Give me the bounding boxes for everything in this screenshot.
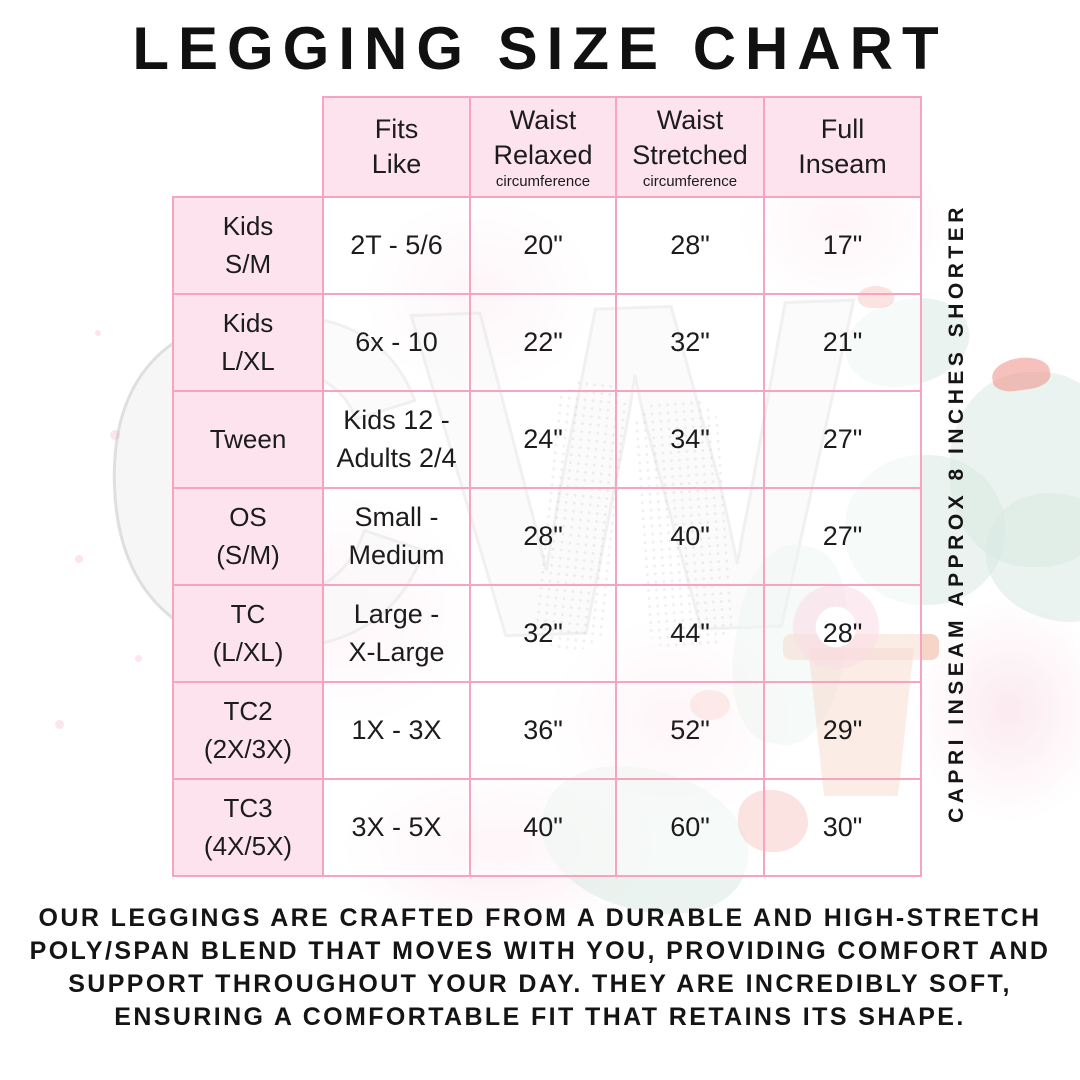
pink-speckle-dot	[95, 330, 101, 336]
pink-speckle-dot	[75, 555, 83, 563]
full-inseam-cell: 27"	[763, 390, 922, 489]
waist-stretched-cell: 28"	[615, 196, 765, 295]
corner-cell	[173, 97, 323, 197]
table-row: Tween Kids 12 - Adults 2/4 24" 34" 27"	[172, 390, 922, 489]
size-cell: OS (S/M)	[172, 487, 324, 586]
waist-relaxed-cell: 20"	[469, 196, 617, 295]
column-header: Waist Stretched circumference	[615, 96, 765, 198]
waist-relaxed-cell: 36"	[469, 681, 617, 780]
size-cell: TC3 (4X/5X)	[172, 778, 324, 877]
size-cell: Tween	[172, 390, 324, 489]
column-header: Full Inseam	[763, 96, 922, 198]
full-inseam-cell: 28"	[763, 584, 922, 683]
fits-like-cell: 6x - 10	[322, 293, 471, 392]
full-inseam-cell: 29"	[763, 681, 922, 780]
waist-relaxed-cell: 28"	[469, 487, 617, 586]
product-description: OUR LEGGINGS ARE CRAFTED FROM A DURABLE …	[29, 904, 1051, 1031]
waist-relaxed-cell: 22"	[469, 293, 617, 392]
full-inseam-cell: 30"	[763, 778, 922, 877]
waist-relaxed-cell: 32"	[469, 584, 617, 683]
waist-relaxed-cell: 24"	[469, 390, 617, 489]
fits-like-cell: 2T - 5/6	[322, 196, 471, 295]
waist-stretched-cell: 44"	[615, 584, 765, 683]
size-cell: TC (L/XL)	[172, 584, 324, 683]
waist-stretched-cell: 60"	[615, 778, 765, 877]
table-row: TC (L/XL) Large - X-Large 32" 44" 28"	[172, 584, 922, 683]
full-inseam-cell: 21"	[763, 293, 922, 392]
column-header: Waist Relaxed circumference	[469, 96, 617, 198]
waist-stretched-cell: 52"	[615, 681, 765, 780]
size-chart-table: Fits Like Waist Relaxed circumference Waist…	[172, 96, 922, 877]
full-inseam-cell: 27"	[763, 487, 922, 586]
fits-like-cell: 3X - 5X	[322, 778, 471, 877]
capri-inseam-note: CAPRI INSEAM APPROX 8 INCHES SHORTER	[945, 203, 968, 823]
size-cell: Kids S/M	[172, 196, 324, 295]
waist-relaxed-cell: 40"	[469, 778, 617, 877]
fits-like-cell: Kids 12 - Adults 2/4	[322, 390, 471, 489]
page-title: LEGGING SIZE CHART	[132, 15, 948, 82]
table-row: OS (S/M) Small - Medium 28" 40" 27"	[172, 487, 922, 586]
column-header: Fits Like	[322, 96, 471, 198]
table-row: TC2 (2X/3X) 1X - 3X 36" 52" 29"	[172, 681, 922, 780]
pink-speckle-dot	[110, 430, 120, 440]
waist-stretched-cell: 40"	[615, 487, 765, 586]
fits-like-cell: Small - Medium	[322, 487, 471, 586]
size-cell: TC2 (2X/3X)	[172, 681, 324, 780]
table-row: TC3 (4X/5X) 3X - 5X 40" 60" 30"	[172, 778, 922, 877]
pink-speckle-dot	[55, 720, 64, 729]
fits-like-cell: Large - X-Large	[322, 584, 471, 683]
fits-like-cell: 1X - 3X	[322, 681, 471, 780]
waist-stretched-cell: 32"	[615, 293, 765, 392]
table-row: Kids L/XL 6x - 10 22" 32" 21"	[172, 293, 922, 392]
waist-stretched-cell: 34"	[615, 390, 765, 489]
size-cell: Kids L/XL	[172, 293, 324, 392]
full-inseam-cell: 17"	[763, 196, 922, 295]
table-row: Kids S/M 2T - 5/6 20" 28" 17"	[172, 196, 922, 295]
pink-speckle-dot	[135, 655, 142, 662]
header-row: Fits Like Waist Relaxed circumference Waist…	[173, 96, 922, 198]
